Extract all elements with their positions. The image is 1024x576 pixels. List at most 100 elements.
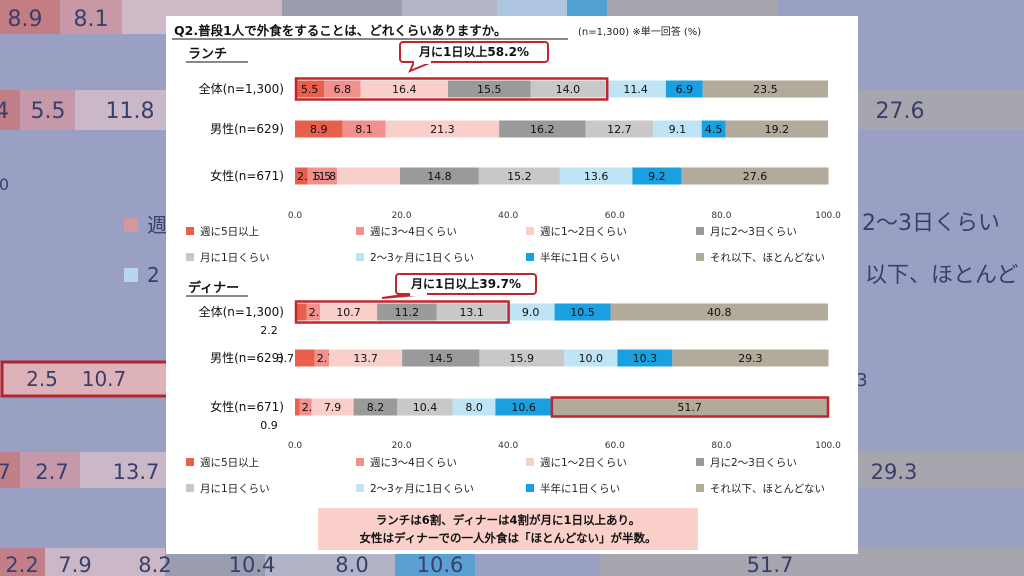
bar-value-label: 9.2 (648, 170, 666, 183)
bar-segment (360, 80, 448, 98)
bar-segment (530, 80, 606, 98)
legend-swatch (526, 484, 534, 492)
row-label: 女性(n=671) (210, 399, 284, 414)
bar-segment (295, 349, 315, 367)
bg-label: 2 (147, 263, 160, 287)
bar-value-label: 9.1 (669, 123, 687, 136)
bar-segment (585, 120, 654, 138)
bar-segment (554, 303, 611, 321)
bg-segment (20, 452, 80, 488)
bg-label: 8.9 (8, 7, 43, 32)
bg-legend-swatch (124, 268, 138, 282)
legend-swatch (696, 484, 704, 492)
bar-segment (295, 167, 308, 185)
legend-label: 2～3ヶ月に1日くらい (370, 252, 474, 264)
bg-label: 29.3 (871, 460, 918, 484)
bar-segment (342, 120, 386, 138)
bar-value-label: 21.3 (430, 123, 455, 136)
bar-segment (324, 80, 361, 98)
x-tick-label: 80.0 (711, 211, 731, 221)
legend-swatch (356, 253, 364, 261)
conclusion-line-1: ランチは6割、ディナーは4割が月に1日以上あり。 (376, 513, 640, 527)
bg-label: 27.6 (876, 99, 925, 124)
legend-swatch (696, 227, 704, 235)
legend-label: 半年に1日くらい (540, 482, 620, 495)
bar-value-label: 11.8 (312, 170, 337, 183)
legend-swatch (526, 458, 534, 466)
callout-text: 月に1日以上58.2% (418, 44, 529, 59)
bar-segment (653, 120, 702, 138)
bar-value-label: 16.4 (392, 83, 417, 96)
row-label: 女性(n=671) (210, 168, 284, 183)
callout-tail-mask (410, 292, 427, 296)
legend-label: 週に1～2日くらい (540, 226, 627, 238)
row-label: 全体(n=1,300) (199, 304, 284, 319)
bg-segment (45, 548, 165, 576)
bar-segment (320, 303, 378, 321)
bg-label: 11.8 (106, 99, 155, 124)
bg-label: 13.7 (113, 460, 160, 484)
bar-segment (295, 120, 343, 138)
bg-legend-swatch (124, 218, 138, 232)
chart-title-1: ディナー (188, 280, 239, 296)
bar-value-label: 11.2 (395, 306, 420, 319)
bar-segment (436, 303, 507, 321)
bar-value-label: 7.9 (324, 401, 342, 414)
conclusion-line-2: 女性はディナーでの一人外食は「ほとんどない」が半数。 (360, 531, 657, 545)
bg-label: 2.5 (26, 367, 58, 391)
legend-swatch (186, 253, 194, 261)
bar-segment (452, 398, 496, 416)
chart-title-0: ランチ (188, 47, 227, 62)
legend-label: 月に2～3日くらい (710, 457, 797, 469)
bar-segment (377, 303, 437, 321)
bar-segment (499, 120, 586, 138)
bar-segment (402, 349, 480, 367)
bar-segment (665, 80, 703, 98)
bar-segment (725, 120, 828, 138)
bar-value-label: 8.9 (310, 123, 328, 136)
bar-value-label: 40.8 (707, 306, 732, 319)
bar-value-label: 29.3 (738, 352, 763, 365)
bar-value-label: 8.1 (355, 123, 373, 136)
legend-swatch (356, 458, 364, 466)
bar-segment (495, 398, 552, 416)
bar-value-label: 10.6 (511, 401, 535, 414)
row-label: 全体(n=1,300) (199, 81, 284, 96)
x-tick-label: 20.0 (392, 441, 412, 451)
x-tick-label: 60.0 (605, 211, 625, 221)
bar-segment (478, 167, 560, 185)
bg-segment (75, 90, 170, 130)
bar-value-label: 3.7 (277, 352, 295, 365)
legend-label: 月に2～3日くらい (710, 226, 797, 238)
bar-value-label: 51.7 (677, 401, 702, 414)
bg-label: 8.0 (335, 553, 368, 576)
legend-swatch (696, 458, 704, 466)
bg-label: 2.2 (5, 553, 38, 576)
callout-text: 月に1日以上39.7% (410, 276, 521, 291)
bar-value-label: 8.2 (367, 401, 385, 414)
bar-segment (479, 349, 565, 367)
callout-tail (408, 61, 433, 73)
bg-segment (80, 452, 170, 488)
bar-value-label: 9.0 (522, 306, 540, 319)
bg-label: 10.4 (229, 553, 276, 576)
legend-label: それ以下、ほとんどない (710, 483, 825, 495)
bar-value-label: 27.6 (743, 170, 768, 183)
x-tick-label: 40.0 (498, 441, 518, 451)
bar-segment (329, 349, 403, 367)
bg-label: 10.6 (417, 553, 464, 576)
highlight-box (294, 300, 510, 324)
legend-swatch (186, 458, 194, 466)
bar-value-label: 8.0 (465, 401, 483, 414)
bg-label: 8.1 (74, 7, 109, 32)
survey-chart-panel: Q2.普段1人で外食をすることは、どれくらいありますか。 (n=1,300) ※単… (166, 16, 858, 554)
legend-label: 月に1日くらい (200, 483, 270, 495)
bg-label: 8.2 (138, 553, 171, 576)
question-meta: (n=1,300) ※単一回答 (%) (578, 25, 701, 38)
bg-label: 7 (0, 460, 11, 484)
bar-value-label: 10.7 (336, 306, 361, 319)
bar-segment (681, 167, 829, 185)
x-tick-label: 20.0 (392, 211, 412, 221)
legend-swatch (356, 484, 364, 492)
legend-label: 月に1日くらい (200, 252, 270, 264)
